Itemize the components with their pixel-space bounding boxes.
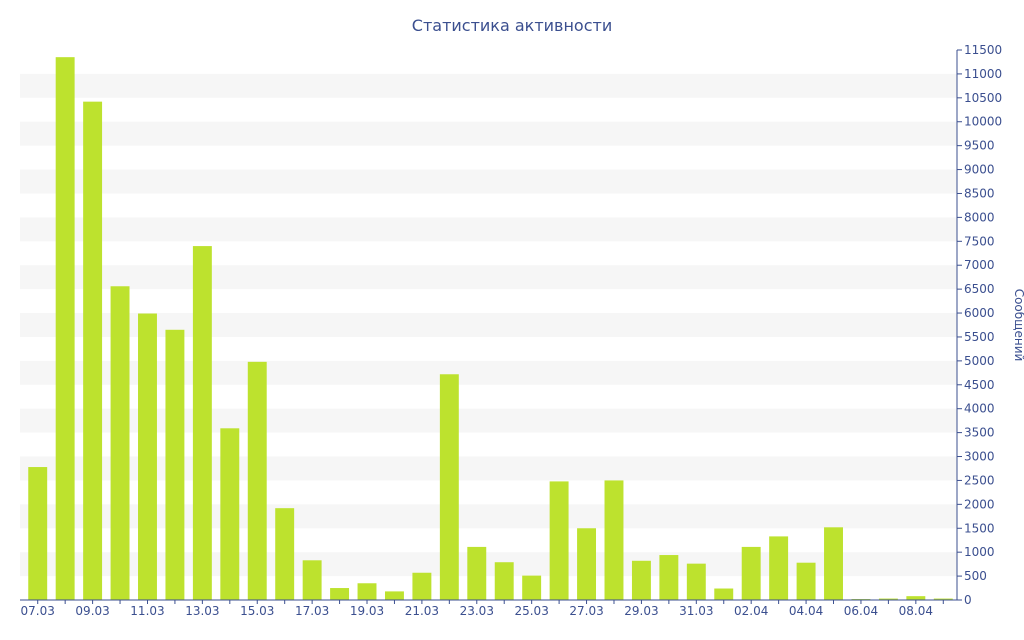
- y-tick-label: 11000: [964, 67, 1002, 81]
- grid-band: [20, 552, 957, 577]
- x-tick-label: 17.03: [295, 604, 329, 618]
- x-tick-label: 23.03: [460, 604, 494, 618]
- y-tick-label: 6000: [964, 306, 995, 320]
- bar-02.04[interactable]: [741, 546, 761, 600]
- bar-03.04[interactable]: [769, 536, 789, 600]
- y-tick-label: 4500: [964, 378, 995, 392]
- y-tick-label: 4000: [964, 402, 995, 416]
- x-tick-label: 31.03: [679, 604, 713, 618]
- bar-26.03[interactable]: [549, 481, 569, 600]
- y-tick-label: 500: [964, 569, 987, 583]
- y-axis-ticks: 0 500 1000 1500 2000 2500 3000 3500 4000 4500 5000…: [957, 43, 1002, 607]
- grid-band: [20, 169, 957, 194]
- x-tick-label: 25.03: [514, 604, 548, 618]
- x-tick-label: 09.03: [75, 604, 109, 618]
- y-tick-label: 1000: [964, 545, 995, 559]
- chart-title: Статистика активности: [412, 16, 612, 35]
- y-tick-label: 8000: [964, 210, 995, 224]
- bar-22.03[interactable]: [439, 374, 459, 600]
- bar-19.03[interactable]: [357, 583, 377, 600]
- bar-27.03[interactable]: [577, 528, 597, 600]
- bar-07.04[interactable]: [878, 598, 898, 600]
- y-tick-label: 6500: [964, 282, 995, 296]
- y-tick-label: 3000: [964, 450, 995, 464]
- bar-29.03[interactable]: [631, 560, 651, 600]
- x-tick-label: 06.04: [844, 604, 878, 618]
- grid-band: [20, 360, 957, 385]
- x-tick-label: 08.04: [899, 604, 933, 618]
- y-tick-label: 2500: [964, 473, 995, 487]
- bar-14.03[interactable]: [220, 428, 240, 600]
- bar-08.04[interactable]: [906, 596, 926, 600]
- x-tick-label: 19.03: [350, 604, 384, 618]
- bar-12.03[interactable]: [165, 329, 185, 600]
- y-tick-label: 9000: [964, 163, 995, 177]
- y-tick-label: 11500: [964, 43, 1002, 57]
- grid-band: [20, 408, 957, 433]
- bar-20.03[interactable]: [384, 591, 404, 600]
- bar-15.03[interactable]: [247, 361, 267, 600]
- bar-10.03[interactable]: [110, 286, 130, 600]
- y-tick-label: 10500: [964, 91, 1002, 105]
- bar-04.04[interactable]: [796, 562, 816, 600]
- grid-band: [20, 217, 957, 242]
- grid-band: [20, 313, 957, 337]
- y-tick-label: 3500: [964, 426, 995, 440]
- bar-08.03[interactable]: [55, 57, 75, 601]
- x-tick-label: 15.03: [240, 604, 274, 618]
- y-tick-label: 7500: [964, 234, 995, 248]
- y-tick-label: 8500: [964, 186, 995, 200]
- bar-17.03[interactable]: [302, 560, 322, 600]
- bar-07.03[interactable]: [28, 467, 48, 600]
- y-axis-label: Сообщений: [1012, 289, 1024, 362]
- y-tick-label: 5000: [964, 354, 995, 368]
- x-axis-ticks: 07.03 09.03 11.03 13.03 15.03 17.03 19.03 21.03…: [21, 600, 944, 618]
- bar-31.03[interactable]: [686, 563, 706, 600]
- x-tick-label: 21.03: [405, 604, 439, 618]
- x-tick-label: 11.03: [130, 604, 164, 618]
- bar-24.03[interactable]: [494, 562, 514, 600]
- grid-band: [20, 504, 957, 529]
- x-tick-label: 02.04: [734, 604, 768, 618]
- bar-21.03[interactable]: [412, 572, 432, 600]
- y-tick-label: 2000: [964, 497, 995, 511]
- y-tick-label: 5500: [964, 330, 995, 344]
- bar-16.03[interactable]: [275, 508, 295, 600]
- grid-band: [20, 73, 957, 98]
- bar-23.03[interactable]: [467, 546, 487, 600]
- bar-05.04[interactable]: [824, 527, 843, 600]
- x-tick-label: 07.03: [21, 604, 55, 618]
- grid-band: [20, 456, 957, 481]
- bar-01.04[interactable]: [714, 588, 734, 600]
- bar-25.03[interactable]: [522, 575, 542, 600]
- grid-bands: [20, 73, 957, 577]
- bar-series[interactable]: [28, 57, 953, 601]
- y-tick-label: 0: [964, 593, 972, 607]
- x-tick-label: 04.04: [789, 604, 823, 618]
- bar-18.03[interactable]: [330, 588, 350, 600]
- x-tick-label: 13.03: [185, 604, 219, 618]
- bar-28.03[interactable]: [604, 480, 624, 600]
- bar-09.04[interactable]: [933, 598, 953, 600]
- y-tick-label: 1500: [964, 521, 995, 535]
- y-tick-label: 10000: [964, 115, 1002, 129]
- y-tick-label: 7000: [964, 258, 995, 272]
- bar-11.03[interactable]: [138, 313, 157, 600]
- x-tick-label: 27.03: [569, 604, 603, 618]
- bar-09.03[interactable]: [83, 101, 103, 601]
- x-tick-label: 29.03: [624, 604, 658, 618]
- bar-30.03[interactable]: [659, 555, 679, 600]
- y-tick-label: 9500: [964, 139, 995, 153]
- grid-band: [20, 265, 957, 290]
- grid-band: [20, 121, 957, 146]
- bar-13.03[interactable]: [192, 246, 212, 600]
